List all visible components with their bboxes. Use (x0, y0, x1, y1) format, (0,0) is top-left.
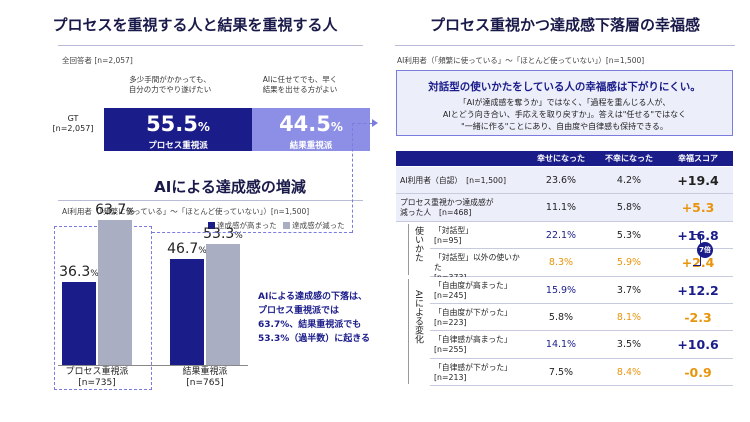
cell-unhappy: 8.4% (616, 366, 642, 378)
seg2-label: 結果重視派 (289, 141, 333, 151)
bar-up-1 (170, 258, 204, 365)
table-row (396, 167, 733, 195)
group-change-label: AIによる変化 (413, 290, 423, 344)
cell-unhappy: 5.3% (616, 229, 642, 241)
bar-up-0 (62, 282, 96, 365)
cell-happy: 8.3% (548, 257, 574, 269)
mid-title: AIによる達成感の増減 (154, 178, 306, 196)
cell-score: +12.2 (677, 282, 719, 298)
seg1-value: 55.5 (146, 112, 198, 136)
legend-up-swatch (208, 222, 215, 229)
seg1-label: プロセス重視派 (148, 141, 208, 151)
bar-value-label: 63.7% (95, 201, 135, 218)
table-row (430, 358, 733, 387)
gt-label: GT [n=2,057] (48, 114, 98, 134)
right-title: プロセス重視かつ達成感下落層の幸福感 (429, 16, 700, 34)
mid-base: AI利用者（「頻繁に使っている」〜「ほとんど使っていない」）[n=1,500] (62, 207, 310, 216)
callout-body: 「AIが達成感を奪うか」ではなく、「過程を重んじる人が、 AIとどう向き合い、手… (442, 98, 687, 131)
cell-unhappy: 3.7% (616, 284, 642, 296)
caption-result: AIに任せてでも、早く 結果を出せる方がよい (262, 75, 338, 94)
cell-happy: 15.9% (545, 284, 577, 296)
legend-up-label: 達成感が高まった (217, 221, 277, 230)
cell-unhappy: 5.9% (616, 257, 642, 269)
header-score: 幸福スコア (678, 154, 718, 163)
cell-score: -0.9 (684, 364, 712, 380)
row-label: 「対話型」 [n=95] (434, 225, 473, 245)
row-label: プロセス重視かつ達成感が 減った人 [n=468] (400, 198, 494, 218)
cell-happy: 14.1% (545, 339, 577, 351)
row-label: 「自由度が高まった」 [n=245] (434, 280, 512, 300)
cell-score: +2.4 (681, 255, 715, 271)
cell-unhappy: 5.8% (616, 202, 642, 214)
left-base: 全回答者 [n=2,057] (62, 56, 133, 65)
caption-process: 多少手間がかかっても、 自分の力でやり遂げたい (128, 75, 212, 94)
table-row (430, 304, 733, 332)
connector-line-top (352, 123, 372, 124)
group-bracket-change (408, 278, 409, 385)
cell-happy: 23.6% (545, 175, 577, 186)
cell-unhappy: 3.5% (616, 339, 642, 351)
row-label: AI利用者（自認） [n=1,500] (400, 176, 506, 185)
callout-title: 対話型の使いかたをしている人の幸福感は下がりにくい。 (428, 81, 701, 93)
connector-line-v (352, 123, 353, 233)
connector-line (152, 232, 352, 233)
seg1-unit: % (197, 120, 210, 134)
cell-unhappy: 4.2% (616, 175, 642, 186)
mid-note: AIによる達成感の下落は、 プロセス重視派では 63.7%、結果重視派でも 53… (258, 292, 371, 344)
table-row (430, 249, 733, 277)
segment-result: 44.5% 結果重視派 (252, 108, 370, 151)
bar-value-label: 46.7% (167, 240, 207, 257)
cell-unhappy: 8.1% (616, 312, 642, 323)
legend-down-swatch (283, 222, 291, 229)
x-axis (58, 365, 248, 366)
group-usage-label: 使いかた (413, 226, 423, 262)
cell-happy: 7.5% (548, 366, 574, 378)
row-label: 「自由度が下がった」 [n=223] (434, 308, 512, 327)
table-row (430, 331, 733, 359)
category-label: プロセス重視派 [n=735] (65, 367, 129, 388)
table-row (430, 276, 733, 304)
category-label: 結果重視派 [n=765] (182, 367, 228, 388)
right-base: AI利用者（「頻繁に使っている」〜「ほとんど使っていない」）[n=1,500] (397, 56, 645, 65)
seg2-unit: % (330, 120, 343, 134)
legend-down-label: 達成感が減った (292, 221, 345, 230)
header-happy: 幸せになった (537, 154, 585, 163)
cell-score: -2.3 (684, 310, 712, 325)
bar-value-label: 53.3% (203, 225, 243, 242)
table-row (396, 194, 733, 222)
segment-process: 55.5% プロセス重視派 (104, 108, 252, 151)
bar-down-1 (206, 243, 240, 365)
cell-score: +10.6 (677, 337, 719, 353)
gt-text: GT (67, 114, 79, 123)
bar-value-label: 36.3% (59, 264, 99, 281)
row-label: 「自律感が下がった」 [n=213] (434, 362, 512, 382)
cell-score: +5.3 (681, 200, 715, 216)
table-row (430, 221, 733, 250)
cell-happy: 22.1% (545, 229, 577, 241)
bar-down-0 (98, 219, 132, 365)
ratio-badge: 7倍 (697, 242, 713, 258)
header-unhappy: 不幸になった (605, 154, 653, 163)
cell-score: +16.8 (677, 227, 719, 243)
left-title: プロセスを重視する人と結果を重視する人 (52, 16, 338, 34)
legend: 達成感が高まった 達成感が減った (208, 220, 345, 231)
cell-happy: 11.1% (545, 202, 577, 214)
cell-score: +19.4 (677, 173, 719, 188)
group-bracket-usage (408, 223, 409, 275)
seg2-value: 44.5 (279, 112, 331, 136)
table-header-bg (396, 151, 733, 166)
gt-n: [n=2,057] (52, 124, 94, 133)
row-label: 「自律感が高まった」 [n=255] (434, 335, 512, 355)
cell-happy: 5.8% (548, 312, 574, 323)
callout-box: 対話型の使いかたをしている人の幸福感は下がりにくい。 「AIが達成感を奪うか」で… (396, 70, 733, 136)
arrow-icon (372, 119, 378, 127)
